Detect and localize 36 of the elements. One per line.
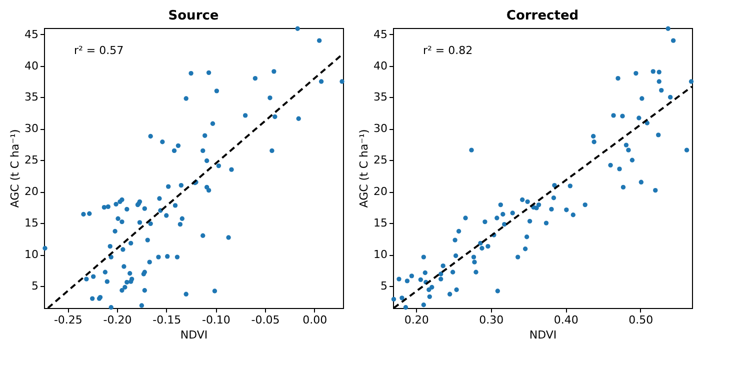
- y-tick-label: 5: [380, 279, 388, 292]
- x-tick-label: -0.10: [202, 314, 230, 326]
- chart-title: Corrected: [506, 8, 579, 24]
- x-tick-label: -0.15: [152, 314, 182, 326]
- y-tick-label: 30: [374, 122, 388, 136]
- y-tick-label: 10: [24, 248, 38, 262]
- y-tick-label: 15: [24, 216, 38, 230]
- x-tick-label: 0.30: [479, 314, 504, 326]
- y-tick-label: 25: [374, 154, 388, 167]
- y-tick-label: 20: [374, 185, 388, 198]
- y-axis-title: AGC (t C ha⁻¹): [358, 129, 371, 208]
- y-tick-label: 35: [24, 90, 38, 104]
- x-tick-label: 0.00: [302, 314, 328, 326]
- annotation: r² = 0.82: [423, 44, 473, 57]
- x-tick-label: 0.40: [554, 314, 578, 326]
- x-tick-label: -0.25: [54, 314, 82, 326]
- x-axis-title: NDVI: [180, 328, 208, 342]
- y-tick-label: 45: [24, 28, 38, 41]
- x-tick-label: 0.50: [628, 314, 654, 326]
- y-tick-label: 35: [374, 90, 388, 104]
- y-axis-title: AGC (t C ha⁻¹): [8, 129, 22, 208]
- x-axis-title: NDVI: [529, 328, 557, 342]
- x-tick-label: 0.20: [404, 314, 429, 326]
- y-tick-label: 25: [24, 154, 38, 167]
- y-tick-label: 5: [32, 279, 38, 292]
- y-tick-label: 45: [374, 28, 388, 41]
- y-tick-label: 20: [24, 185, 38, 198]
- x-tick-label: -0.05: [251, 314, 280, 326]
- y-tick-label: 40: [24, 59, 38, 72]
- y-tick-label: 40: [374, 59, 388, 72]
- y-tick-label: 10: [374, 248, 388, 262]
- chart-title: Source: [168, 8, 219, 24]
- y-tick-label: 15: [374, 216, 388, 230]
- annotation: r² = 0.57: [74, 44, 124, 57]
- x-tick-label: -0.20: [103, 314, 132, 326]
- y-tick-label: 30: [24, 122, 38, 136]
